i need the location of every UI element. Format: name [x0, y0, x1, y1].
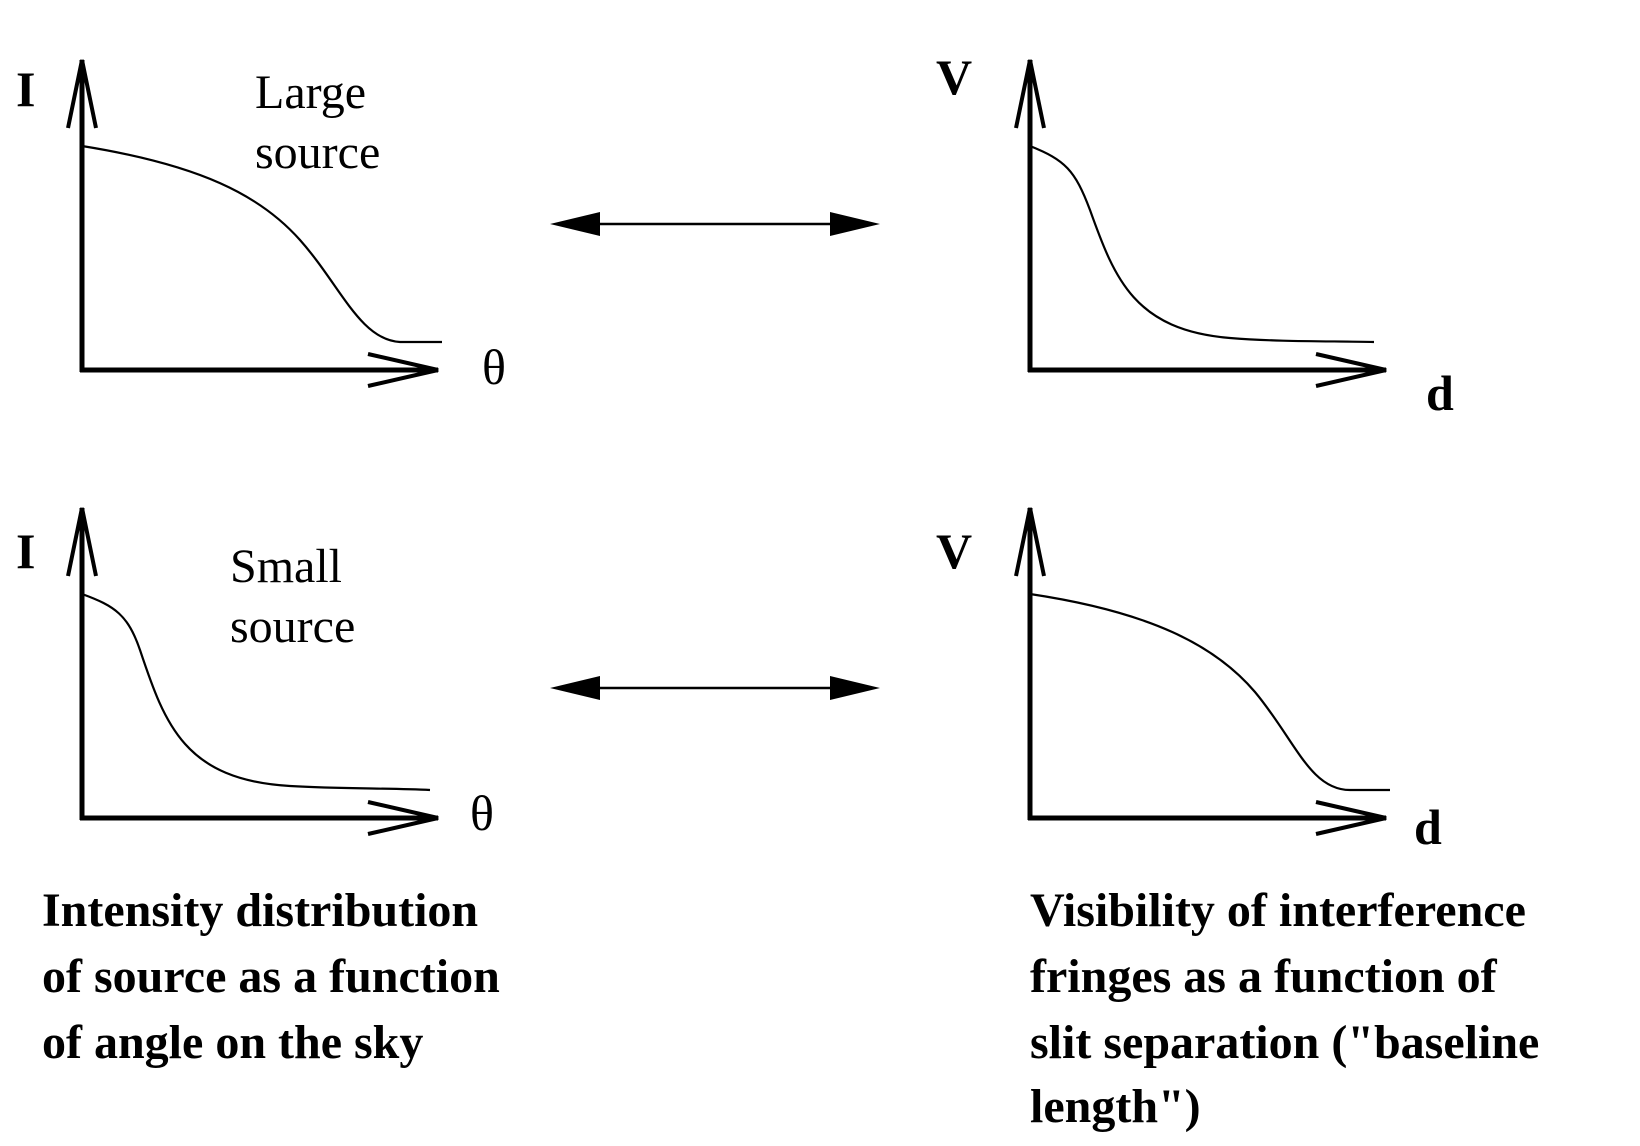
caption-right-line3: slit separation ("baseline	[1030, 1016, 1539, 1069]
source-label-line1: Large	[255, 66, 366, 119]
x-axis-label: θ	[470, 785, 494, 841]
bottom-left-plot: I θ Small source	[16, 507, 494, 841]
y-axis-arrowhead	[1014, 507, 1046, 577]
y-axis-arrowhead	[1014, 59, 1046, 129]
caption-right-line2: fringes as a function of	[1030, 950, 1498, 1003]
caption-left: Intensity distribution of source as a fu…	[42, 884, 500, 1069]
arrowhead-right	[830, 212, 880, 236]
caption-left-line1: Intensity distribution	[42, 884, 478, 937]
caption-right-line1: Visibility of interference	[1030, 884, 1526, 937]
fourier-double-arrow-top	[550, 212, 880, 236]
arrowhead-right	[830, 676, 880, 700]
x-axis-arrowhead	[367, 352, 439, 388]
bottom-right-plot: V d	[936, 507, 1442, 855]
caption-right-line4: length")	[1030, 1080, 1201, 1133]
x-axis-label: d	[1426, 365, 1454, 421]
visibility-curve-narrow	[1029, 144, 1375, 344]
y-axis-arrowhead	[66, 507, 98, 577]
visibility-curve-wide	[1029, 592, 1390, 792]
y-axis-label: V	[936, 49, 972, 105]
top-left-plot: I θ Large source	[16, 59, 506, 395]
caption-left-line3: of angle on the sky	[42, 1016, 423, 1069]
top-right-plot: V d	[936, 49, 1454, 421]
intensity-curve-large	[81, 144, 442, 344]
arrowhead-left	[550, 676, 600, 700]
caption-right: Visibility of interference fringes as a …	[1030, 884, 1539, 1133]
intensity-curve-small	[81, 592, 431, 792]
x-axis-arrowhead	[1315, 352, 1387, 388]
y-axis-label: I	[16, 61, 35, 117]
source-label-line2: source	[255, 126, 380, 179]
source-label-line1: Small	[230, 540, 342, 593]
x-axis-arrowhead	[367, 800, 439, 836]
x-axis-arrowhead	[1315, 800, 1387, 836]
y-axis-arrowhead	[66, 59, 98, 129]
x-axis-label: d	[1414, 799, 1442, 855]
source-label-line2: source	[230, 600, 355, 653]
caption-left-line2: of source as a function	[42, 950, 500, 1003]
arrowhead-left	[550, 212, 600, 236]
x-axis-label: θ	[482, 339, 506, 395]
y-axis-label: V	[936, 523, 972, 579]
y-axis-label: I	[16, 523, 35, 579]
fourier-double-arrow-bottom	[550, 676, 880, 700]
